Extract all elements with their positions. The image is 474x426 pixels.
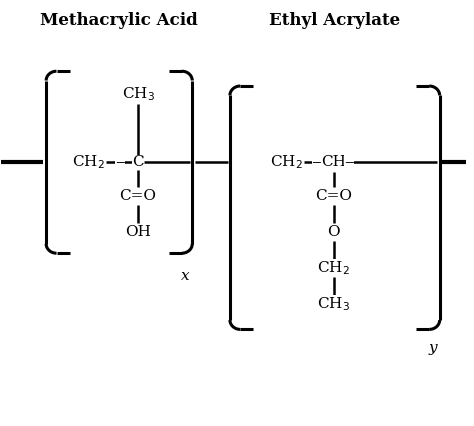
Text: O: O	[327, 225, 340, 239]
Text: CH$_2$: CH$_2$	[317, 259, 350, 277]
Text: CH$_2$: CH$_2$	[72, 153, 105, 171]
Text: Methacrylic Acid: Methacrylic Acid	[40, 12, 198, 29]
Text: Ethyl Acrylate: Ethyl Acrylate	[269, 12, 401, 29]
Text: y: y	[428, 341, 437, 355]
Text: CH: CH	[321, 155, 346, 169]
Text: –: –	[311, 153, 321, 171]
Text: CH$_3$: CH$_3$	[121, 86, 155, 104]
Text: C=O: C=O	[119, 189, 156, 203]
Text: OH: OH	[125, 225, 151, 239]
Text: –: –	[344, 153, 354, 171]
Text: x: x	[181, 270, 190, 283]
Text: CH$_3$: CH$_3$	[317, 295, 350, 313]
Text: C=O: C=O	[315, 189, 352, 203]
Text: –: –	[115, 153, 125, 171]
Text: C: C	[132, 155, 144, 169]
Text: CH$_2$: CH$_2$	[270, 153, 303, 171]
